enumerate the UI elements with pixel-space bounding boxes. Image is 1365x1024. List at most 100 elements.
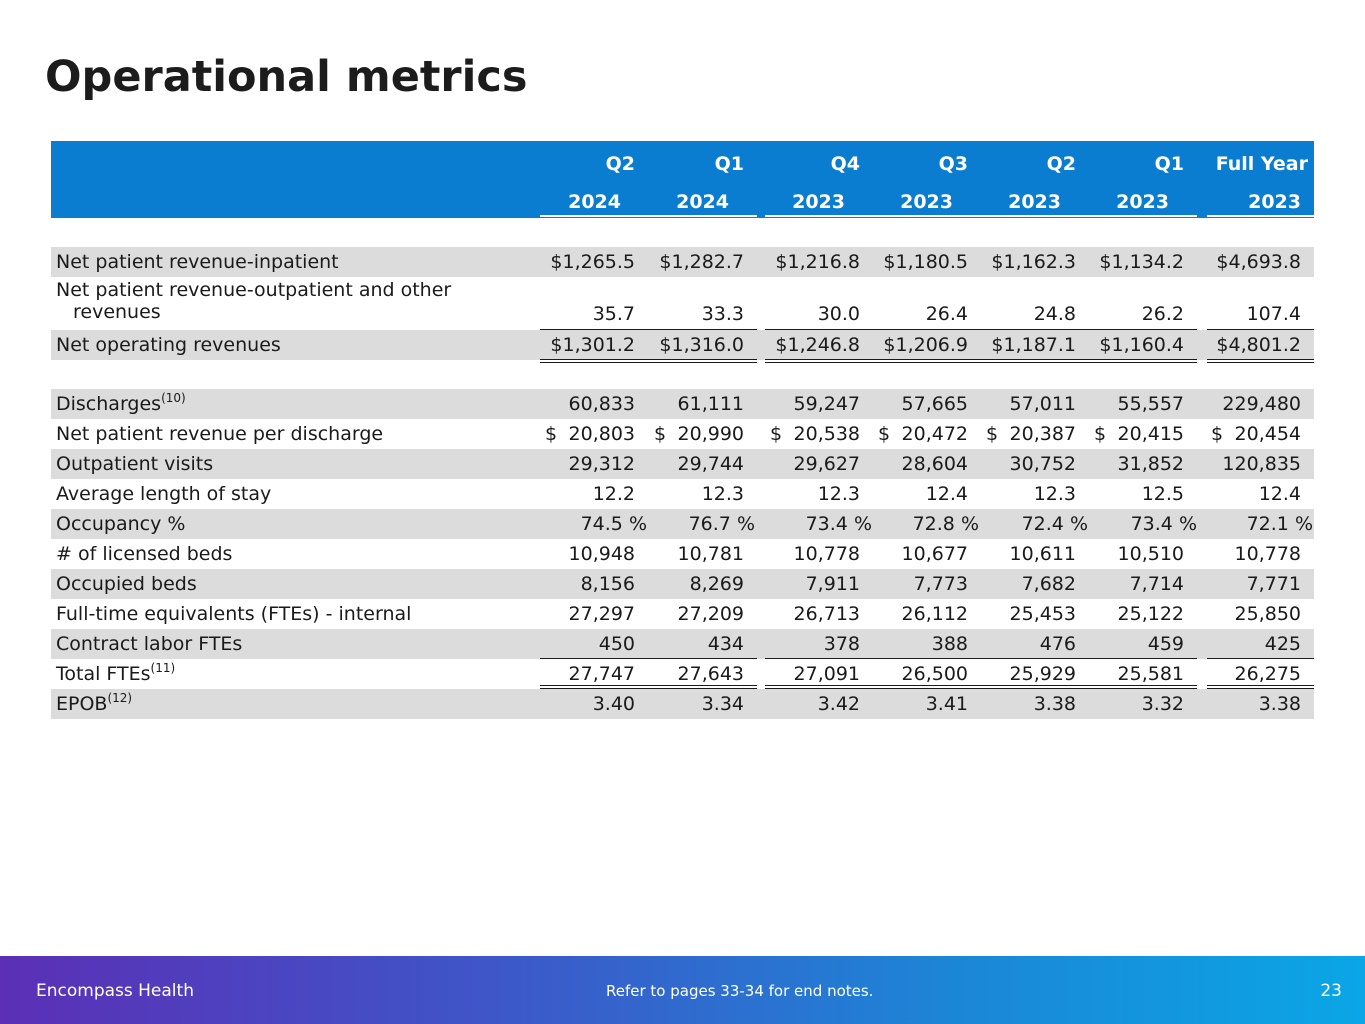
subtotal-underline xyxy=(540,658,757,659)
cell-value: 30.0 xyxy=(817,303,860,325)
row-label-text: Discharges xyxy=(56,393,162,415)
cell-number: 20,538 xyxy=(793,423,860,445)
cell-value: $20,387 xyxy=(986,423,1076,445)
cell-value: 12.3 xyxy=(1033,483,1076,505)
cell-value: $20,472 xyxy=(878,423,968,445)
cell-value: 25,122 xyxy=(1117,603,1184,625)
page-title: Operational metrics xyxy=(45,52,528,102)
cell-value: 3.38 xyxy=(1033,693,1076,715)
cell-value: 10,611 xyxy=(1009,543,1076,565)
cell-value: 229,480 xyxy=(1222,393,1301,415)
cell-value: $20,415 xyxy=(1094,423,1184,445)
footer-bar: Encompass Health Refer to pages 33-34 fo… xyxy=(0,956,1365,1024)
cell-value: 476 xyxy=(1039,633,1076,655)
cell-number: 20,387 xyxy=(1009,423,1076,445)
row-label-line: Net patient revenue-outpatient and other xyxy=(56,279,452,301)
currency-symbol: $ xyxy=(1094,423,1107,445)
cell-value: 10,948 xyxy=(568,543,635,565)
header-year: 2023 xyxy=(1008,191,1061,213)
cell-value: 26,112 xyxy=(901,603,968,625)
cell-value: $1,216.8 xyxy=(775,251,860,273)
header-full-year: Full Year xyxy=(1215,153,1308,175)
row-label: Net patient revenue-inpatient xyxy=(56,251,339,273)
cell-value: 26,275 xyxy=(1234,663,1301,685)
cell-value: 26.2 xyxy=(1141,303,1184,325)
row-label: Net operating revenues xyxy=(56,334,281,356)
header-quarter: Q2 xyxy=(1046,153,1076,175)
cell-value: 10,677 xyxy=(901,543,968,565)
footnote-ref: (11) xyxy=(150,661,176,675)
cell-value: $4,801.2 xyxy=(1216,334,1301,356)
cell-value: 3.42 xyxy=(817,693,860,715)
cell-value: $1,206.9 xyxy=(883,334,968,356)
row-label-line: revenues xyxy=(73,301,161,323)
cell-value: 26,713 xyxy=(793,603,860,625)
cell-value: 12.2 xyxy=(592,483,635,505)
cell-value: $4,693.8 xyxy=(1216,251,1301,273)
currency-symbol: $ xyxy=(545,423,558,445)
row-label: Net patient revenue per discharge xyxy=(56,423,384,445)
cell-value: 27,091 xyxy=(793,663,860,685)
table-row: Outpatient visits 29,312 29,744 29,627 2… xyxy=(51,449,1314,479)
cell-value: 12.3 xyxy=(701,483,744,505)
cell-value: $1,180.5 xyxy=(883,251,968,273)
cell-value: 7,682 xyxy=(1021,573,1076,595)
cell-number: 20,803 xyxy=(568,423,635,445)
cell-value: $20,538 xyxy=(770,423,860,445)
cell-value: $1,246.8 xyxy=(775,334,860,356)
currency-symbol: $ xyxy=(986,423,999,445)
currency-symbol: $ xyxy=(1211,423,1224,445)
cell-value: $1,265.5 xyxy=(550,251,635,273)
currency-symbol: $ xyxy=(770,423,783,445)
cell-value: $1,160.4 xyxy=(1099,334,1184,356)
table-row: Net patient revenue-outpatient and other… xyxy=(51,277,1314,329)
row-label: Outpatient visits xyxy=(56,453,214,475)
table-row: Contract labor FTEs 450 434 378 388 476 … xyxy=(51,629,1314,659)
cell-value: 107.4 xyxy=(1246,303,1301,325)
cell-value: 31,852 xyxy=(1117,453,1184,475)
footer-company: Encompass Health xyxy=(36,981,194,1001)
cell-value: 7,773 xyxy=(913,573,968,595)
header-year: 2023 xyxy=(1116,191,1169,213)
footnote-ref: (10) xyxy=(161,391,186,405)
currency-symbol: $ xyxy=(878,423,891,445)
table-row: Net patient revenue-inpatient $1,265.5 $… xyxy=(51,247,1314,277)
table-row: Full-time equivalents (FTEs) - internal … xyxy=(51,599,1314,629)
row-label: Occupied beds xyxy=(56,573,197,595)
row-label: Contract labor FTEs xyxy=(56,633,243,655)
table-row: # of licensed beds 10,948 10,781 10,778 … xyxy=(51,539,1314,569)
cell-value: 7,771 xyxy=(1246,573,1301,595)
cell-value: 29,627 xyxy=(793,453,860,475)
cell-value: 59,247 xyxy=(793,393,860,415)
cell-number: 20,454 xyxy=(1234,423,1301,445)
row-label: EPOB(12) xyxy=(56,691,132,717)
header-year: 2024 xyxy=(676,191,729,213)
total-double-underline xyxy=(540,685,757,689)
cell-value: 25,581 xyxy=(1117,663,1184,685)
cell-value: $20,803 xyxy=(545,423,635,445)
cell-value: 425 xyxy=(1264,633,1301,655)
subtotal-underline xyxy=(1207,329,1314,330)
header-quarter: Q2 xyxy=(605,153,635,175)
cell-value: 27,297 xyxy=(568,603,635,625)
table-row: Net patient revenue per discharge $20,80… xyxy=(51,419,1314,449)
cell-value: 3.41 xyxy=(925,693,968,715)
row-label: Total FTEs(11) xyxy=(56,661,176,687)
cell-number: 20,990 xyxy=(677,423,744,445)
cell-value: 7,714 xyxy=(1129,573,1184,595)
page-number: 23 xyxy=(1320,981,1342,1001)
row-label: Net patient revenue-outpatient and other… xyxy=(56,279,451,323)
cell-value: 10,778 xyxy=(1234,543,1301,565)
cell-value: 29,744 xyxy=(677,453,744,475)
header-quarter: Q4 xyxy=(830,153,860,175)
total-double-underline xyxy=(765,359,1197,363)
header-year: 2024 xyxy=(568,191,621,213)
cell-number: 20,472 xyxy=(901,423,968,445)
cell-value: 60,833 xyxy=(568,393,635,415)
table-row: Total FTEs(11) 27,747 27,643 27,091 26,5… xyxy=(51,659,1314,689)
header-year: 2023 xyxy=(1248,191,1301,213)
cell-value: 12.4 xyxy=(1258,483,1301,505)
row-label: Full-time equivalents (FTEs) - internal xyxy=(56,603,412,625)
cell-value: $1,282.7 xyxy=(659,251,744,273)
cell-value: 29,312 xyxy=(568,453,635,475)
